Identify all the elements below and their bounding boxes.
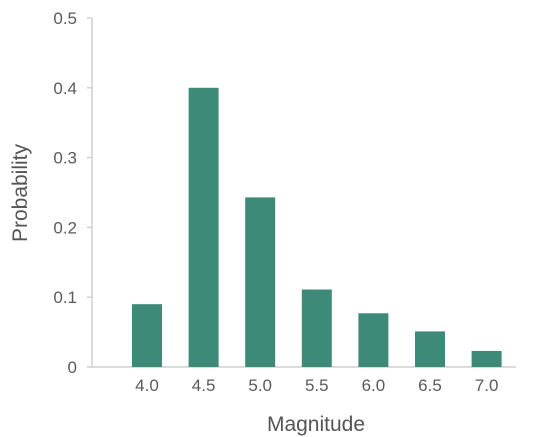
bar-5.5 xyxy=(301,289,332,367)
bar-4.0 xyxy=(132,304,162,367)
bar-6.0 xyxy=(358,313,389,367)
bar-4.5 xyxy=(188,87,219,368)
bar-7.0 xyxy=(471,350,502,367)
y-tick-label: 0.3 xyxy=(53,149,77,168)
y-tick-label: 0.2 xyxy=(53,218,77,237)
x-tick-label: 6.5 xyxy=(418,376,442,395)
y-tick-label: 0.5 xyxy=(53,9,77,28)
y-tick-label: 0.1 xyxy=(53,288,77,307)
x-tick-label: 5.0 xyxy=(248,376,272,395)
x-tick-label: 6.0 xyxy=(362,376,386,395)
x-tick-label: 7.0 xyxy=(475,376,499,395)
x-tick-label: 5.5 xyxy=(305,376,329,395)
y-tick-label: 0 xyxy=(68,358,77,377)
bar-group xyxy=(132,87,502,368)
y-tick-label: 0.4 xyxy=(53,79,77,98)
x-axis-label: Magnitude xyxy=(267,413,365,436)
y-axis-label: Probability xyxy=(9,143,32,242)
y-tick-group: 0 0.1 0.2 0.3 0.4 0.5 xyxy=(53,9,92,377)
bar-6.5 xyxy=(415,331,445,367)
x-tick-label: 4.5 xyxy=(192,376,216,395)
x-tick-label: 4.0 xyxy=(135,376,159,395)
x-tick-group: 4.0 4.5 5.0 5.5 6.0 6.5 7.0 xyxy=(135,376,498,395)
bar-5.0 xyxy=(245,197,276,367)
